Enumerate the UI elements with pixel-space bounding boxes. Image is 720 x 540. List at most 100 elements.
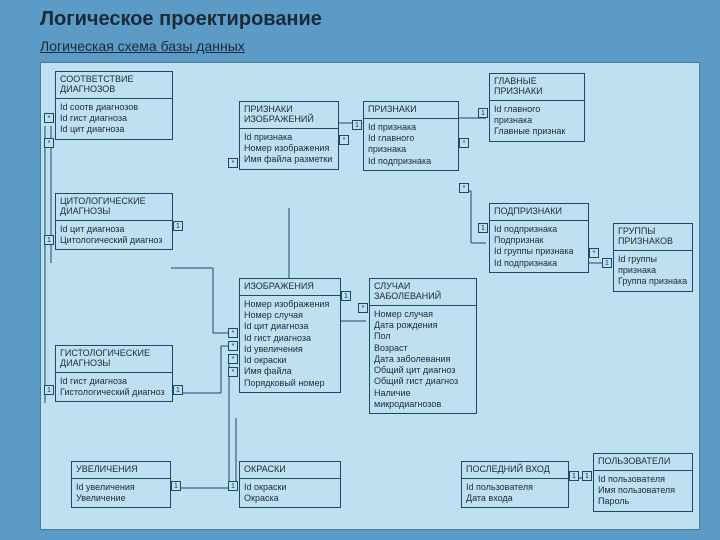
card-one: 1 [44,235,54,245]
field: Дата входа [466,493,564,504]
field: Id окраски [244,355,336,366]
entity-okr: ОКРАСКИ Id окраски Окраска [239,461,341,508]
card-one: 1 [171,481,181,491]
field: Окраска [244,493,336,504]
entity-body: Id гист диагноза Гистологический диагноз [56,373,172,402]
entity-body: Id группы признака Группа признака [614,251,692,291]
field: Id группы признака [494,246,584,257]
field: Дата заболевания [374,354,472,365]
field: Номер изображения [244,143,334,154]
entity-glav: ГЛАВНЫЕ ПРИЗНАКИ Id главного признака Гл… [489,73,585,142]
card-many: * [459,183,469,193]
page-subtitle: Логическая схема базы данных [40,38,245,54]
entity-body: Id увеличения Увеличение [72,479,170,508]
card-many: * [44,113,54,123]
field: Id подпризнака [494,224,584,235]
entity-body: Id пользователя Дата входа [462,479,568,508]
entity-body: Id подпризнака Подпризнак Id группы приз… [490,221,588,272]
card-many: * [228,328,238,338]
entity-header: ГЛАВНЫЕ ПРИЗНАКИ [490,74,584,101]
entity-body: Id признака Id главного признака Id подп… [364,119,458,170]
entity-gisto: ГИСТОЛОГИЧЕСКИЕ ДИАГНОЗЫ Id гист диагноз… [55,345,173,402]
entity-header: ГИСТОЛОГИЧЕСКИЕ ДИАГНОЗЫ [56,346,172,373]
entity-body: Id главного признака Главные признак [490,101,584,141]
card-one: 1 [173,221,183,231]
field: Номер случая [374,309,472,320]
entity-header: ПОЛЬЗОВАТЕЛИ [594,454,692,471]
card-one: 1 [228,481,238,491]
field: Гистологический диагноз [60,387,168,398]
entity-header: ПРИЗНАКИ ИЗОБРАЖЕНИЙ [240,102,338,129]
field: Id главного признака [494,104,580,127]
field: Номер изображения [244,299,336,310]
field: Id признака [368,122,454,133]
entity-header: УВЕЛИЧЕНИЯ [72,462,170,479]
field: Id подпризнака [368,156,454,167]
card-many: * [44,138,54,148]
entity-body: Номер изображения Номер случая Id цит ди… [240,296,340,392]
card-one: 1 [341,291,351,301]
card-one: 1 [582,471,592,481]
card-one: 1 [173,385,183,395]
entity-body: Номер случая Дата рождения Пол Возраст Д… [370,306,476,413]
card-many: * [589,248,599,258]
field: Подпризнак [494,235,584,246]
field: Общий гист диагноз [374,376,472,387]
card-many: * [228,158,238,168]
entity-cito: ЦИТОЛОГИЧЕСКИЕ ДИАГНОЗЫ Id цит диагноза … [55,193,173,250]
entity-header: ОКРАСКИ [240,462,340,479]
entity-img: ИЗОБРАЖЕНИЯ Номер изображения Номер случ… [239,278,341,393]
entity-header: ИЗОБРАЖЕНИЯ [240,279,340,296]
card-many: * [228,354,238,364]
entity-header: ПРИЗНАКИ [364,102,458,119]
card-one: 1 [478,223,488,233]
field: Id главного признака [368,133,454,156]
card-many: * [228,367,238,377]
entity-header: ЦИТОЛОГИЧЕСКИЕ ДИАГНОЗЫ [56,194,172,221]
field: Id соотв диагнозов [60,102,168,113]
entity-posl: ПОСЛЕДНИЙ ВХОД Id пользователя Дата вход… [461,461,569,508]
field: Увеличение [76,493,166,504]
field: Наличие микродиагнозов [374,388,472,411]
entity-uvel: УВЕЛИЧЕНИЯ Id увеличения Увеличение [71,461,171,508]
field: Имя файла [244,366,336,377]
field: Возраст [374,343,472,354]
field: Id группы признака [618,254,688,277]
field: Порядковый номер [244,378,336,389]
entity-priz: ПРИЗНАКИ Id признака Id главного признак… [363,101,459,171]
field: Имя пользователя [598,485,688,496]
field: Дата рождения [374,320,472,331]
card-one: 1 [478,108,488,118]
card-many: * [228,341,238,351]
card-one: 1 [44,385,54,395]
entity-body: Id цит диагноза Цитологический диагноз [56,221,172,250]
field: Группа признака [618,276,688,287]
field: Id гист диагноза [60,113,168,124]
card-many: * [339,135,349,145]
field: Главные признак [494,126,580,137]
field: Id окраски [244,482,336,493]
field: Id гист диагноза [60,376,168,387]
entity-body: Id окраски Окраска [240,479,340,508]
entity-soot: СООТВЕТСТВИЕ ДИАГНОЗОВ Id соотв диагнозо… [55,71,173,140]
entity-podpriz: ПОДПРИЗНАКИ Id подпризнака Подпризнак Id… [489,203,589,273]
field: Id пользователя [598,474,688,485]
field: Id гист диагноза [244,333,336,344]
field: Общий цит диагноз [374,365,472,376]
field: Id признака [244,132,334,143]
entity-prizimg: ПРИЗНАКИ ИЗОБРАЖЕНИЙ Id признака Номер и… [239,101,339,170]
card-one: 1 [602,258,612,268]
entity-body: Id пользователя Имя пользователя Пароль [594,471,692,511]
field: Пароль [598,496,688,507]
field: Id цит диагноза [244,321,336,332]
entity-header: СЛУЧАИ ЗАБОЛЕВАНИЙ [370,279,476,306]
field: Имя файла разметки [244,154,334,165]
field: Id цит диагноза [60,224,168,235]
entity-sluch: СЛУЧАИ ЗАБОЛЕВАНИЙ Номер случая Дата рож… [369,278,477,414]
field: Id увеличения [244,344,336,355]
entity-header: ГРУППЫ ПРИЗНАКОВ [614,224,692,251]
field: Цитологический диагноз [60,235,168,246]
field: Id пользователя [466,482,564,493]
entity-header: ПОДПРИЗНАКИ [490,204,588,221]
field: Id подпризнака [494,258,584,269]
